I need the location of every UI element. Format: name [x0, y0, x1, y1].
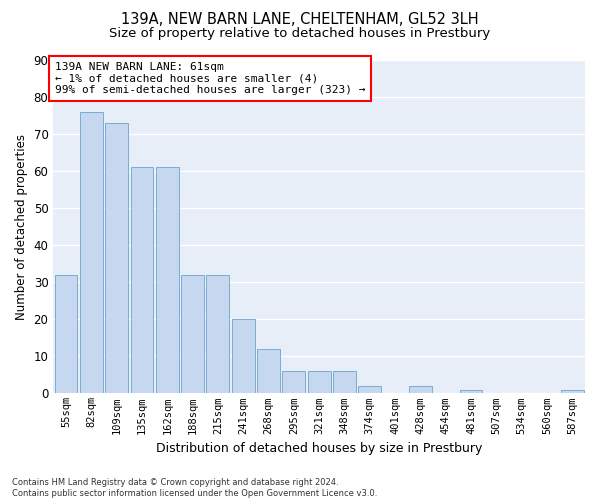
Text: Contains HM Land Registry data © Crown copyright and database right 2024.
Contai: Contains HM Land Registry data © Crown c…: [12, 478, 377, 498]
Y-axis label: Number of detached properties: Number of detached properties: [15, 134, 28, 320]
Bar: [181, 275, 204, 394]
Bar: [308, 371, 331, 394]
Bar: [55, 275, 77, 394]
Bar: [206, 275, 229, 394]
Bar: [358, 386, 381, 394]
Bar: [333, 371, 356, 394]
Bar: [232, 320, 254, 394]
Bar: [105, 123, 128, 394]
Bar: [561, 390, 584, 394]
Bar: [283, 371, 305, 394]
Bar: [460, 390, 482, 394]
Text: 139A NEW BARN LANE: 61sqm
← 1% of detached houses are smaller (4)
99% of semi-de: 139A NEW BARN LANE: 61sqm ← 1% of detach…: [55, 62, 365, 95]
X-axis label: Distribution of detached houses by size in Prestbury: Distribution of detached houses by size …: [156, 442, 482, 455]
Text: Size of property relative to detached houses in Prestbury: Size of property relative to detached ho…: [109, 28, 491, 40]
Bar: [156, 168, 179, 394]
Bar: [409, 386, 432, 394]
Text: 139A, NEW BARN LANE, CHELTENHAM, GL52 3LH: 139A, NEW BARN LANE, CHELTENHAM, GL52 3L…: [121, 12, 479, 28]
Bar: [80, 112, 103, 394]
Bar: [131, 168, 154, 394]
Bar: [257, 349, 280, 394]
